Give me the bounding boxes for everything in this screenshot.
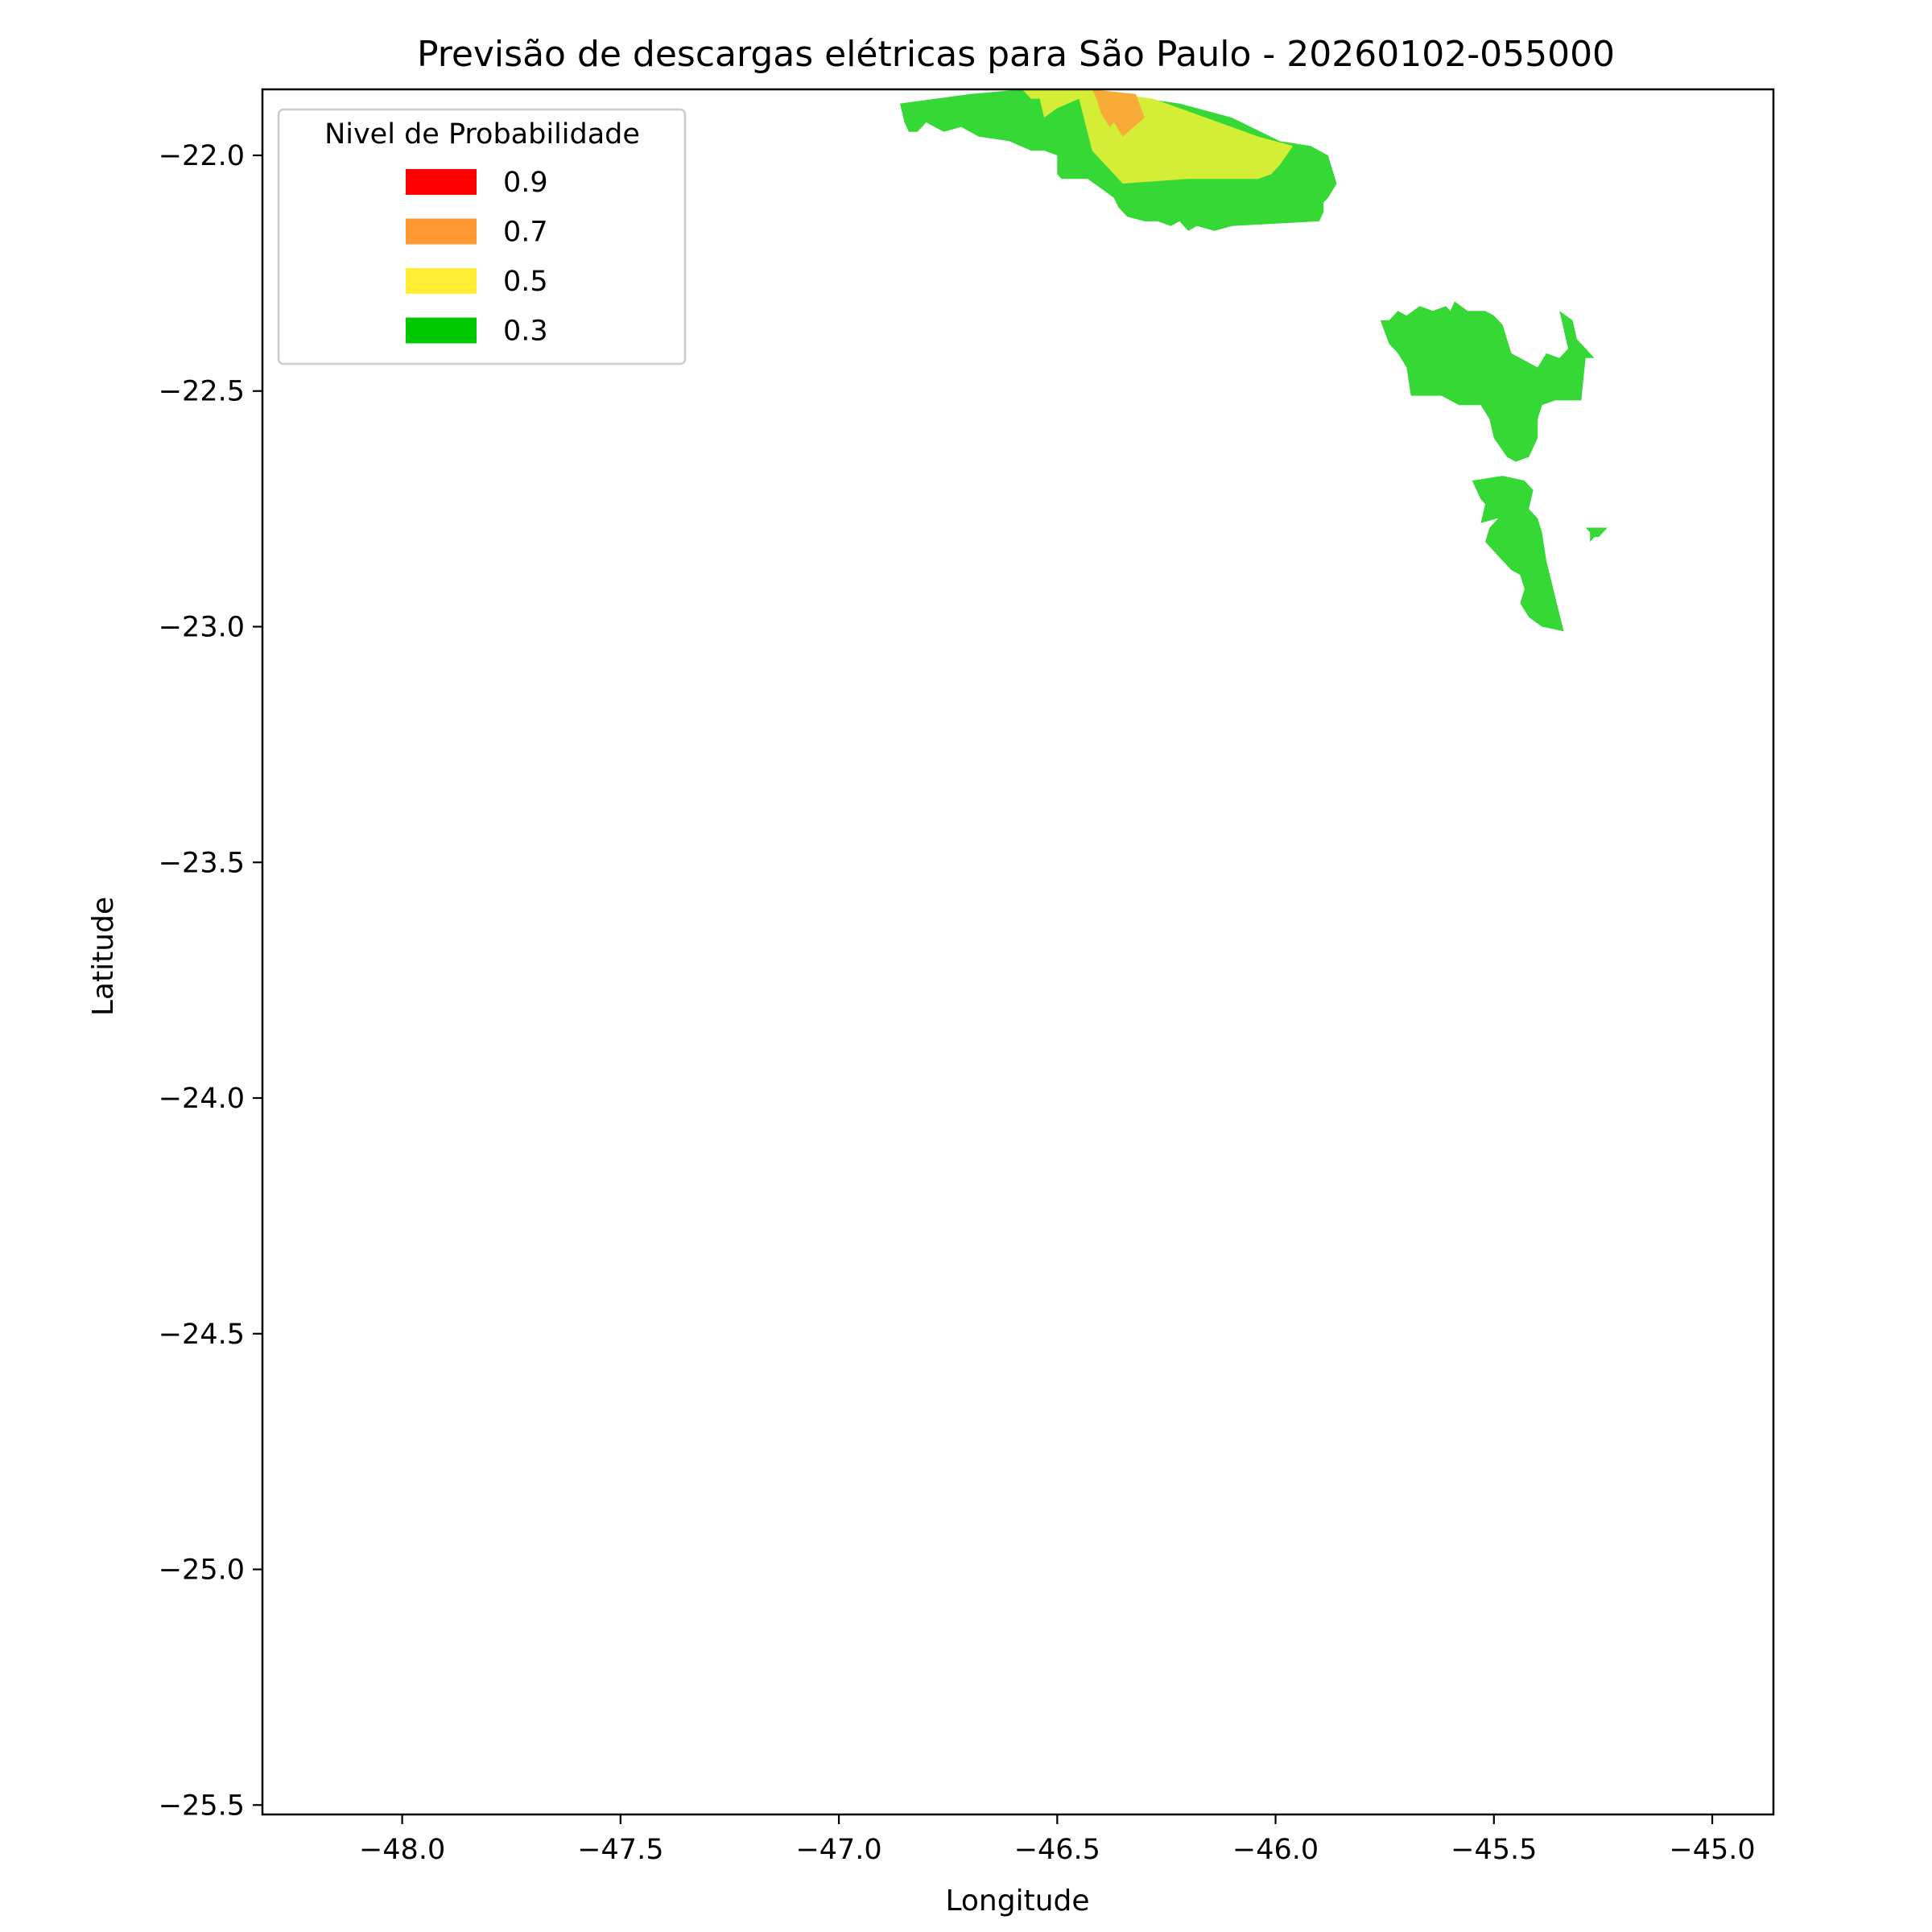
plot-frame <box>261 88 1775 1816</box>
y-tick-label: −25.5 <box>159 1790 245 1822</box>
legend-entries: 0.9 0.7 0.5 0.3 <box>406 167 548 348</box>
y-tick-label: −23.5 <box>159 847 245 879</box>
legend: Nivel de Probabilidade 0.9 0.7 0.5 0.3 <box>277 108 687 365</box>
y-axis-label: Latitude <box>87 897 120 1016</box>
y-tick-label: −22.5 <box>159 376 245 408</box>
legend-swatch <box>406 169 477 195</box>
contour-region-6 <box>1585 527 1608 543</box>
y-axis: −22.0 −22.5 −23.0 −23.5 −24.0 −24.5 −25.0 −25.5 <box>159 140 262 1822</box>
legend-swatch <box>406 218 477 245</box>
y-tick-label: −25.0 <box>159 1554 245 1587</box>
x-tick-label: −45.5 <box>1451 1834 1537 1866</box>
y-tick-label: −24.5 <box>159 1319 245 1351</box>
legend-label: 0.7 <box>503 217 548 249</box>
x-tick-label: −48.0 <box>359 1834 445 1866</box>
y-tick-label: −22.0 <box>159 140 245 172</box>
contour-region-5 <box>1472 476 1564 632</box>
x-axis-label: Longitude <box>945 1885 1089 1918</box>
y-tick-label: −23.0 <box>159 611 245 643</box>
contour-region-2 <box>1022 89 1294 184</box>
legend-swatch <box>406 317 477 344</box>
x-tick-label: −47.0 <box>795 1834 881 1866</box>
x-tick-label: −45.0 <box>1669 1834 1755 1866</box>
x-tick-label: −47.5 <box>577 1834 663 1866</box>
chart-title: Previsão de descargas elétricas para São… <box>417 34 1615 75</box>
contour-region-3 <box>1092 89 1145 137</box>
x-axis: −48.0 −47.5 −47.0 −46.5 −46.0 −45.5 −45.0 <box>359 1814 1756 1866</box>
legend-box <box>277 108 687 365</box>
legend-title: Nivel de Probabilidade <box>324 118 640 151</box>
contour-regions <box>900 89 1608 632</box>
legend-swatch <box>406 268 477 294</box>
contour-region-4 <box>1380 301 1595 462</box>
x-tick-label: −46.5 <box>1014 1834 1100 1866</box>
x-tick-label: −46.0 <box>1232 1834 1319 1866</box>
legend-label: 0.9 <box>503 167 548 199</box>
legend-label: 0.5 <box>503 266 548 298</box>
y-tick-label: −24.0 <box>159 1083 245 1115</box>
legend-label: 0.3 <box>503 316 548 348</box>
